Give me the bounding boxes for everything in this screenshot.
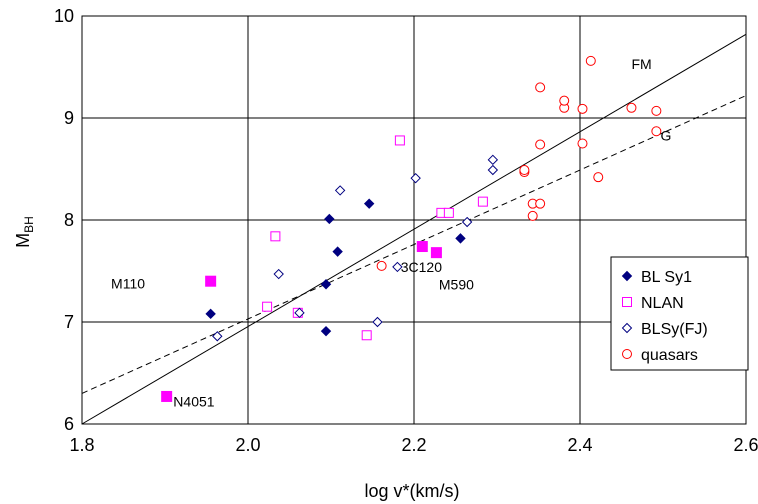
point-quasars: [559, 95, 570, 106]
point-nlan: [477, 196, 488, 207]
point-bl-sy1: [205, 308, 216, 320]
y-tick-labels: 6 7 8 9 10: [54, 6, 74, 434]
y-axis-title-sub: BH: [22, 216, 36, 233]
legend-marker: [621, 270, 633, 282]
point-blsy-fj: [273, 268, 284, 280]
x-tick-label: 2.0: [235, 435, 260, 455]
point-blsy-fj: [334, 185, 346, 196]
point-quasars: [376, 260, 387, 271]
point-highlighted: [430, 247, 442, 259]
point-quasars: [527, 210, 538, 221]
legend: BL Sy1 NLAN BLSy(FJ) quasars: [610, 256, 749, 371]
fit-line-fm: [81, 33, 747, 425]
point-blsy-fj: [487, 154, 499, 166]
x-tick-label: 1.8: [69, 435, 94, 455]
y-tick-label: 8: [64, 210, 74, 230]
point-blsy-fj: [487, 164, 499, 176]
legend-label: quasars: [641, 347, 698, 364]
y-axis-title-main: M: [13, 233, 33, 248]
point-quasars: [519, 165, 530, 176]
x-tick-label: 2.6: [733, 435, 758, 455]
point-bl-sy1: [363, 198, 375, 209]
point-nlan: [443, 207, 454, 218]
x-tick-label: 2.4: [567, 435, 592, 455]
point-quasars: [585, 55, 596, 66]
point-nlan: [262, 301, 273, 312]
point-quasars: [577, 103, 588, 114]
fit-line-g: [81, 95, 747, 394]
point-bl-sy1: [332, 246, 343, 257]
plot-frame: [81, 15, 747, 425]
legend-box: [610, 256, 749, 371]
point-quasars: [651, 105, 662, 116]
x-tick-label: 2.2: [401, 435, 426, 455]
annotation-label: G: [661, 127, 672, 143]
point-highlighted: [416, 241, 428, 253]
legend-label: NLAN: [641, 295, 684, 312]
point-quasars: [535, 198, 546, 209]
point-nlan: [394, 135, 405, 146]
x-axis-title: log v*(km/s): [364, 481, 459, 501]
legend-label: BL Sy1: [641, 269, 692, 286]
point-nlan: [270, 231, 281, 242]
point-nlan: [361, 330, 372, 341]
legend-label: BLSy(FJ): [641, 321, 708, 338]
legend-marker: [621, 322, 633, 334]
point-bl-sy1: [320, 325, 332, 337]
point-highlighted: [161, 390, 173, 402]
point-blsy-fj: [294, 307, 305, 319]
point-blsy-fj: [212, 331, 223, 342]
point-blsy-fj: [410, 172, 421, 184]
point-quasars: [535, 139, 546, 150]
x-tick-labels: 1.8 2.0 2.2 2.4 2.6: [69, 435, 758, 455]
annotation-label: N4051: [173, 394, 214, 410]
point-quasars: [577, 138, 588, 149]
legend-marker: [622, 297, 632, 307]
point-quasars: [593, 172, 604, 183]
point-quasars: [651, 126, 662, 137]
point-bl-sy1: [320, 279, 332, 290]
y-axis-title: MBH: [13, 216, 36, 248]
point-quasars: [535, 82, 546, 93]
point-blsy-fj: [461, 216, 473, 228]
y-tick-label: 10: [54, 6, 74, 26]
legend-marker: [622, 349, 632, 359]
point-bl-sy1: [455, 233, 466, 244]
annotation-label: 3C120: [401, 259, 442, 275]
fit-lines: [81, 33, 747, 425]
point-quasars: [626, 102, 637, 113]
point-bl-sy1: [324, 213, 335, 225]
y-tick-label: 9: [64, 108, 74, 128]
point-blsy-fj: [372, 316, 383, 328]
point-blsy-fj: [392, 261, 403, 273]
annotation-label: FM: [631, 56, 651, 72]
y-tick-label: 7: [64, 312, 74, 332]
point-highlighted: [205, 275, 217, 287]
y-tick-label: 6: [64, 414, 74, 434]
annotation-label: M590: [439, 276, 474, 292]
data-points: [161, 55, 662, 402]
annotation-label: M110: [111, 275, 145, 291]
